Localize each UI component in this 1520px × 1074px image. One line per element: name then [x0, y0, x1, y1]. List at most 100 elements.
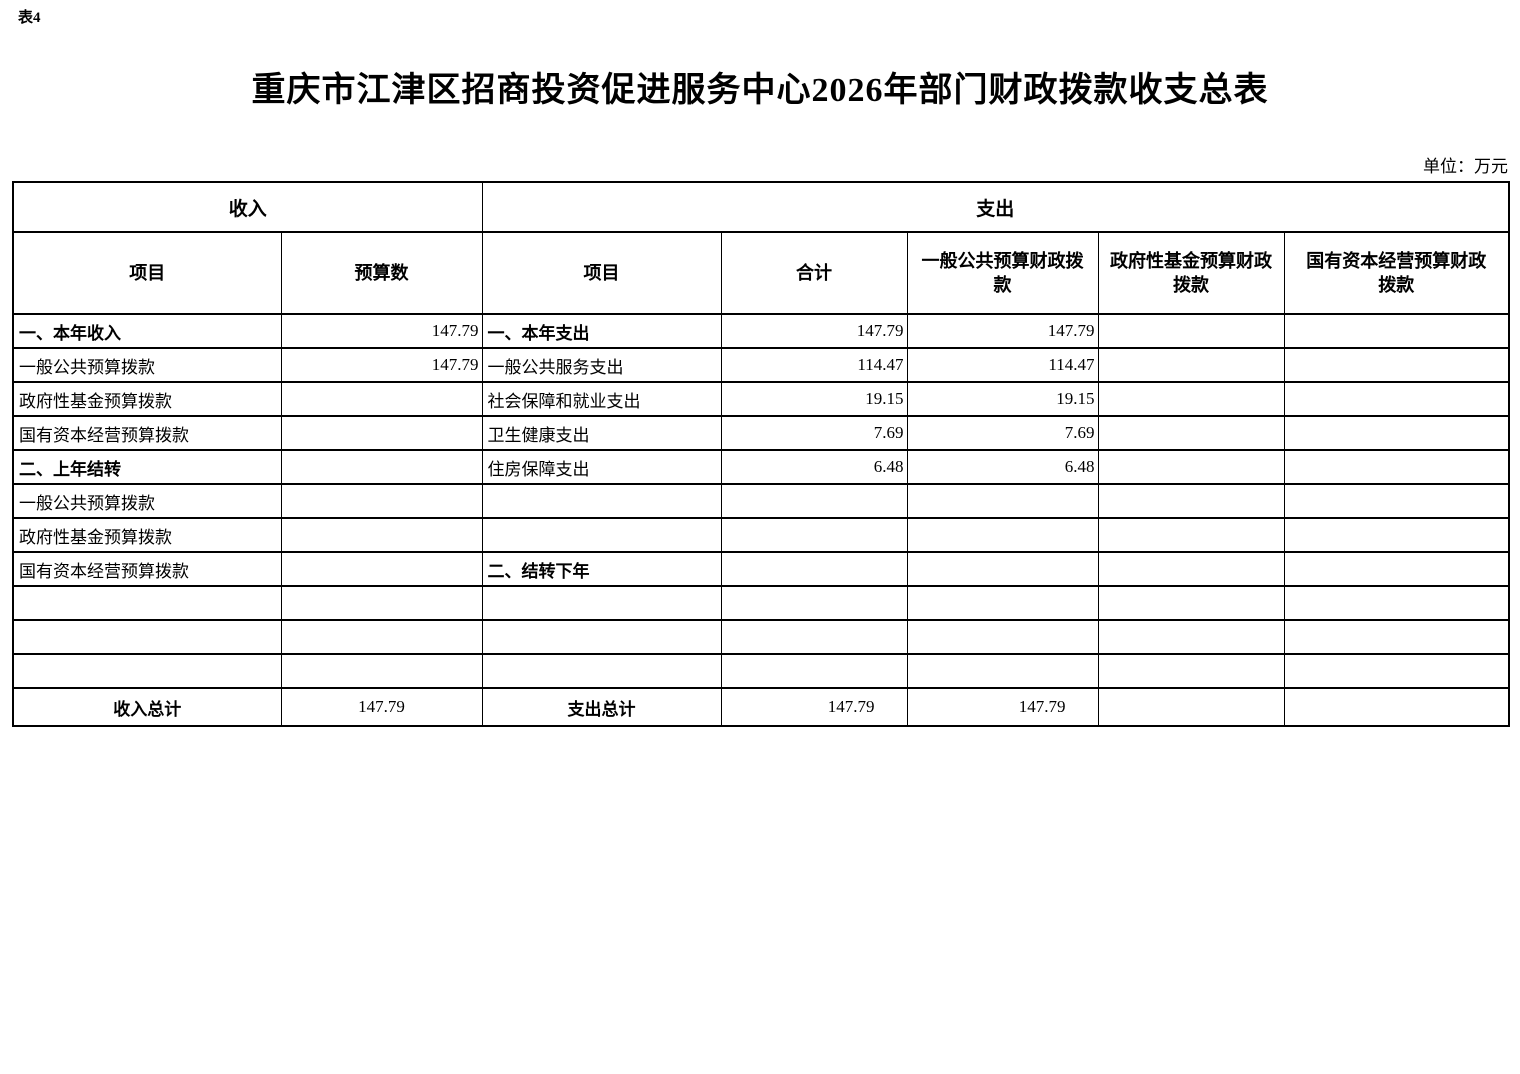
table-row: 二、上年结转 住房保障支出 6.48 6.48 [12, 449, 1510, 485]
cell-income-budget [280, 415, 483, 451]
cell-exp-state-capital-total [1283, 687, 1510, 727]
cell-exp-state-capital [1283, 585, 1510, 621]
cell-income-item [12, 619, 282, 655]
cell-exp-gov-fund [1097, 517, 1285, 553]
cell-exp-total: 114.47 [720, 347, 908, 383]
cell-exp-item: 一、本年支出 [481, 313, 722, 349]
cell-exp-gov-fund [1097, 313, 1285, 349]
cell-exp-total-label: 支出总计 [481, 687, 722, 727]
cell-exp-state-capital [1283, 313, 1510, 349]
cell-income-total-value: 147.79 [280, 687, 483, 727]
col-header-income-budget: 预算数 [280, 231, 483, 315]
cell-exp-state-capital [1283, 449, 1510, 485]
cell-exp-item [481, 619, 722, 655]
cell-income-item: 政府性基金预算拨款 [12, 381, 282, 417]
cell-exp-item [481, 483, 722, 519]
cell-income-budget: 147.79 [280, 313, 483, 349]
cell-exp-general-budget: 19.15 [906, 381, 1099, 417]
table-row: 政府性基金预算拨款 [12, 517, 1510, 553]
col-header-exp-total: 合计 [720, 231, 908, 315]
cell-exp-gov-fund [1097, 483, 1285, 519]
cell-exp-general-budget [906, 619, 1099, 655]
table-row: 国有资本经营预算拨款 卫生健康支出 7.69 7.69 [12, 415, 1510, 451]
cell-exp-total: 7.69 [720, 415, 908, 451]
section-header-expenditure: 支出 [481, 181, 1510, 233]
budget-table: 收入 支出 项目 预算数 项目 合计 一般公共预算财政拨款 政府性基金预算财政拨… [12, 181, 1511, 727]
cell-exp-total [720, 585, 908, 621]
cell-income-item: 二、上年结转 [12, 449, 282, 485]
cell-exp-state-capital [1283, 653, 1510, 689]
cell-exp-item [481, 585, 722, 621]
table-row: 一般公共预算拨款 147.79 一般公共服务支出 114.47 114.47 [12, 347, 1510, 383]
cell-exp-gov-fund [1097, 381, 1285, 417]
col-header-exp-item: 项目 [481, 231, 722, 315]
cell-exp-general-budget: 7.69 [906, 415, 1099, 451]
cell-income-item: 一、本年收入 [12, 313, 282, 349]
cell-exp-item [481, 517, 722, 553]
cell-exp-gov-fund [1097, 619, 1285, 655]
table-row [12, 653, 1510, 689]
cell-exp-state-capital [1283, 415, 1510, 451]
cell-exp-general-budget: 114.47 [906, 347, 1099, 383]
cell-income-item: 国有资本经营预算拨款 [12, 415, 282, 451]
cell-exp-total [720, 619, 908, 655]
col-header-exp-general-budget: 一般公共预算财政拨款 [906, 231, 1099, 315]
cell-exp-gov-fund-total [1097, 687, 1285, 727]
cell-exp-item [481, 653, 722, 689]
cell-exp-total [720, 653, 908, 689]
cell-exp-general-budget [906, 517, 1099, 553]
cell-exp-gov-fund [1097, 347, 1285, 383]
cell-exp-general-budget [906, 551, 1099, 587]
cell-exp-total [720, 517, 908, 553]
table-row: 一般公共预算拨款 [12, 483, 1510, 519]
cell-income-item: 国有资本经营预算拨款 [12, 551, 282, 587]
total-row: 收入总计 147.79 支出总计 147.79 147.79 [12, 687, 1510, 727]
cell-exp-gov-fund [1097, 551, 1285, 587]
cell-exp-gov-fund [1097, 585, 1285, 621]
cell-exp-general-budget: 6.48 [906, 449, 1099, 485]
cell-income-item [12, 653, 282, 689]
header-row-sections: 收入 支出 [12, 181, 1510, 233]
header-row-columns: 项目 预算数 项目 合计 一般公共预算财政拨款 政府性基金预算财政拨款 国有资本… [12, 231, 1510, 315]
section-header-income: 收入 [12, 181, 483, 233]
cell-income-budget [280, 449, 483, 485]
cell-exp-total: 19.15 [720, 381, 908, 417]
cell-exp-item: 住房保障支出 [481, 449, 722, 485]
cell-exp-item: 一般公共服务支出 [481, 347, 722, 383]
cell-exp-general-budget-total: 147.79 [906, 687, 1099, 727]
cell-income-item [12, 585, 282, 621]
cell-income-item: 政府性基金预算拨款 [12, 517, 282, 553]
col-header-income-item: 项目 [12, 231, 282, 315]
cell-income-budget [280, 517, 483, 553]
table-row: 国有资本经营预算拨款 二、结转下年 [12, 551, 1510, 587]
cell-income-budget [280, 585, 483, 621]
cell-income-item: 一般公共预算拨款 [12, 347, 282, 383]
cell-exp-gov-fund [1097, 449, 1285, 485]
col-header-exp-gov-fund: 政府性基金预算财政拨款 [1097, 231, 1285, 315]
page-title: 重庆市江津区招商投资促进服务中心2026年部门财政拨款收支总表 [251, 72, 1269, 109]
cell-exp-gov-fund [1097, 653, 1285, 689]
cell-exp-state-capital [1283, 347, 1510, 383]
sheet-label: 表4 [18, 10, 41, 26]
cell-exp-general-budget [906, 653, 1099, 689]
cell-exp-gov-fund [1097, 415, 1285, 451]
table-row [12, 619, 1510, 655]
col-header-exp-state-capital: 国有资本经营预算财政拨款 [1283, 231, 1510, 315]
cell-exp-state-capital [1283, 619, 1510, 655]
cell-income-budget [280, 551, 483, 587]
cell-exp-total: 147.79 [720, 313, 908, 349]
table-row: 政府性基金预算拨款 社会保障和就业支出 19.15 19.15 [12, 381, 1510, 417]
cell-income-item: 一般公共预算拨款 [12, 483, 282, 519]
cell-income-budget [280, 619, 483, 655]
cell-exp-item: 社会保障和就业支出 [481, 381, 722, 417]
cell-exp-general-budget [906, 483, 1099, 519]
cell-exp-total: 6.48 [720, 449, 908, 485]
cell-income-budget: 147.79 [280, 347, 483, 383]
cell-exp-state-capital [1283, 551, 1510, 587]
cell-income-budget [280, 381, 483, 417]
cell-exp-total-value: 147.79 [720, 687, 908, 727]
cell-income-total-label: 收入总计 [12, 687, 282, 727]
cell-exp-state-capital [1283, 483, 1510, 519]
table-row [12, 585, 1510, 621]
